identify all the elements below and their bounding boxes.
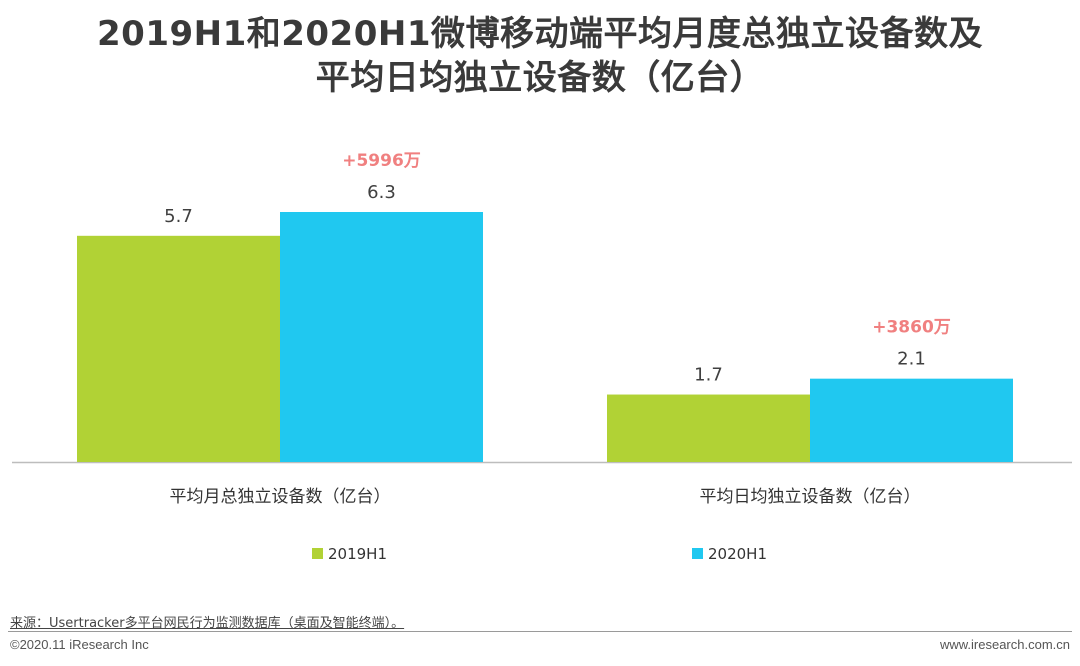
category-label-0: 平均月总独立设备数（亿台）	[170, 487, 391, 507]
bar-2019H1-1	[607, 394, 810, 462]
data-label-2020H1-1: 2.1	[897, 349, 926, 370]
footer-divider	[8, 631, 1072, 632]
difference-annotation-0: +5996万	[342, 151, 421, 171]
chart-title: 2019H1和2020H1微博移动端平均月度总独立设备数及 平均日均独立设备数（…	[0, 12, 1080, 100]
difference-annotation-1: +3860万	[872, 318, 951, 338]
bar-2020H1-1	[810, 378, 1013, 462]
legend-swatch-2019H1	[312, 548, 323, 559]
bar-2020H1-0	[280, 212, 483, 462]
data-label-2019H1-0: 5.7	[164, 206, 193, 227]
copyright-text: ©2020.11 iResearch Inc	[10, 637, 149, 652]
data-label-2020H1-0: 6.3	[367, 182, 396, 203]
legend-swatch-2020H1	[692, 548, 703, 559]
bar-2019H1-0	[77, 235, 280, 462]
source-note: 来源：Usertracker多平台网民行为监测数据库（桌面及智能终端）。	[10, 616, 405, 631]
data-label-2019H1-1: 1.7	[694, 365, 723, 386]
chart-title-line-2: 平均日均独立设备数（亿台）	[315, 58, 765, 98]
legend-label-2020H1: 2020H1	[708, 545, 767, 563]
category-label-1: 平均日均独立设备数（亿台）	[700, 487, 921, 507]
legend-label-2019H1: 2019H1	[328, 545, 387, 563]
chart-title-line-1: 2019H1和2020H1微博移动端平均月度总独立设备数及	[97, 14, 983, 54]
website-text: www.iresearch.com.cn	[939, 637, 1070, 652]
